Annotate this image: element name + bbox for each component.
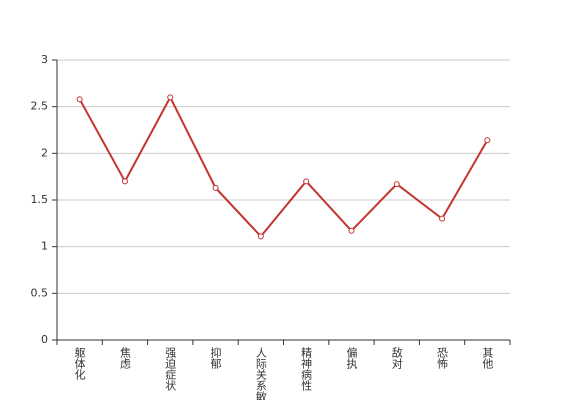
x-tick-label: 人际关系敏感: [254, 347, 267, 400]
x-tick-label: 敌对: [390, 346, 403, 369]
x-tick-label: 偏执: [345, 346, 358, 370]
point: [76, 96, 83, 103]
point: [439, 215, 446, 222]
line: [78, 95, 489, 238]
point: [484, 137, 491, 144]
x-tick-label: 强迫症状: [164, 347, 177, 391]
x-tick-label: 焦虑: [118, 347, 131, 369]
point: [393, 181, 400, 188]
y-tick-label: 1: [41, 240, 48, 253]
y-tick-label: 2: [41, 146, 48, 159]
point: [257, 233, 264, 240]
x-tick-label: 精神病性: [300, 347, 313, 392]
x-tick-label: 其他: [481, 347, 494, 369]
y-tick-label: 3: [41, 53, 48, 66]
y-tick-label: 2.5: [31, 100, 49, 113]
y-tick-label: 0: [41, 333, 48, 346]
x-tick-label: 恐怖: [436, 347, 449, 369]
point: [348, 227, 355, 234]
point: [212, 184, 219, 191]
y-tick-label: 0.5: [31, 286, 49, 299]
point: [303, 178, 310, 185]
y-tick-label: 1.5: [31, 193, 49, 206]
x-tick-label: 躯体化: [73, 347, 86, 381]
point: [167, 94, 174, 101]
point: [121, 178, 128, 185]
x-tick-label: 抑郁: [209, 346, 222, 369]
